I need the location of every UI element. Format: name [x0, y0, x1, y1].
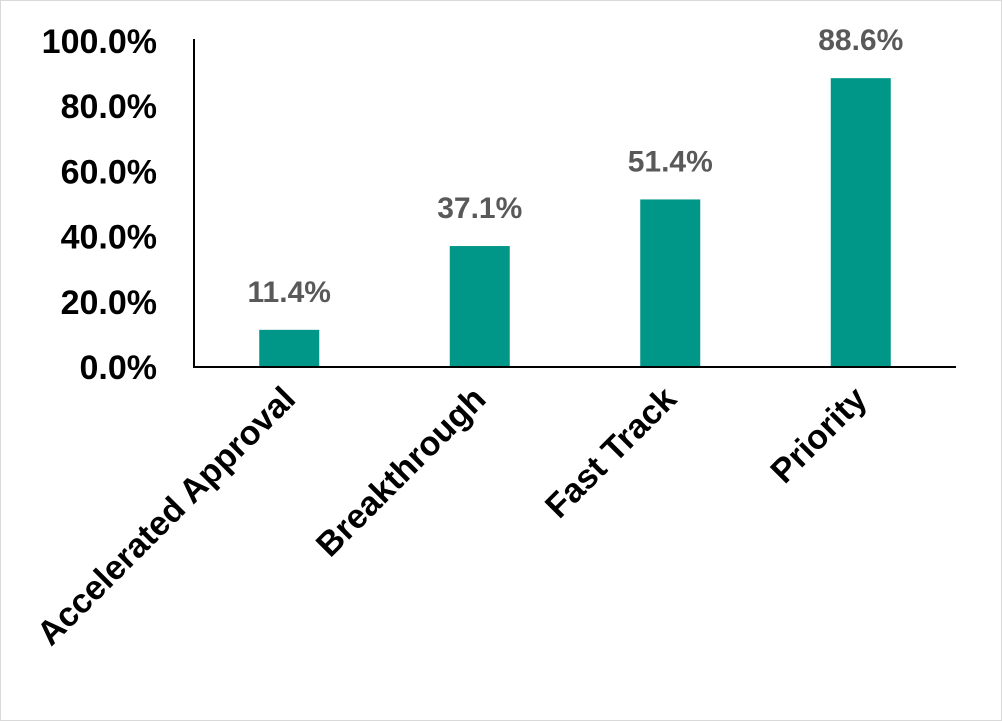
x-category-label: Accelerated Approval [30, 380, 303, 653]
y-tick-label: 60.0% [61, 153, 157, 191]
bars [259, 78, 891, 367]
bar [830, 78, 891, 367]
x-category-label: Breakthrough [309, 380, 493, 564]
category-labels: Accelerated Approval Breakthrough Fast Tra… [30, 380, 875, 653]
x-category-label: Fast Track [538, 380, 684, 526]
y-tick-label: 80.0% [61, 88, 157, 126]
y-tick-label: 0.0% [80, 349, 158, 387]
bar-data-label: 37.1% [437, 192, 522, 225]
bar-data-label: 11.4% [248, 276, 331, 309]
bar-data-label: 88.6% [818, 24, 903, 57]
bar [259, 329, 320, 367]
bar [449, 246, 510, 367]
y-tick-label: 100.0% [42, 23, 157, 61]
bar-data-label: 51.4% [628, 145, 713, 178]
bar [640, 199, 701, 367]
x-category-label: Priority [763, 380, 874, 491]
y-axis-ticks: 0.0% 20.0% 40.0% 60.0% 80.0% 100.0% [42, 23, 157, 387]
y-tick-label: 40.0% [61, 219, 157, 257]
data-labels: 11.4% 37.1% 51.4% 88.6% [248, 24, 904, 309]
y-tick-label: 20.0% [61, 284, 157, 322]
